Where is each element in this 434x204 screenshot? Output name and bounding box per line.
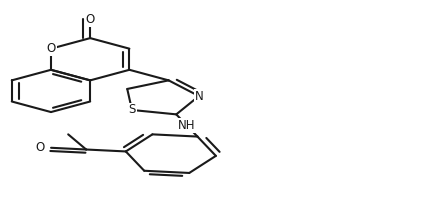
Text: O: O — [85, 13, 95, 26]
Text: NH: NH — [178, 119, 196, 132]
Text: N: N — [194, 90, 203, 103]
Text: S: S — [128, 103, 136, 116]
Text: O: O — [36, 141, 45, 154]
Text: O: O — [46, 42, 56, 55]
